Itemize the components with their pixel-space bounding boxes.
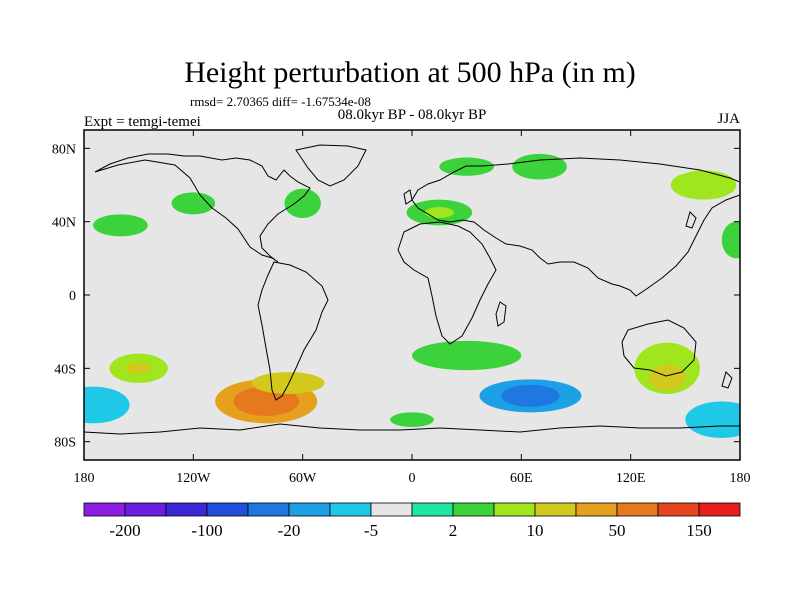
colorbar: -200 -100 -20 -5 2 10 50 150 bbox=[83, 502, 741, 540]
contour-region-18 bbox=[484, 177, 558, 211]
x-tick-label-1: 120W bbox=[176, 471, 211, 486]
contour-region-21 bbox=[670, 170, 737, 200]
contour-region-2 bbox=[249, 394, 283, 409]
contour-region-29 bbox=[648, 364, 686, 391]
y-axis: 80N 40N 0 40S 80S bbox=[52, 142, 740, 451]
contour-region-9 bbox=[284, 188, 321, 218]
contour-region-5 bbox=[125, 362, 152, 374]
stats-label: rmsd= 2.70365 diff= -1.67534e-08 bbox=[190, 94, 371, 109]
contour-region-24 bbox=[412, 340, 522, 371]
season-label: JJA bbox=[717, 111, 740, 127]
coastline-madagascar bbox=[495, 301, 507, 327]
contour-region-31 bbox=[390, 412, 434, 427]
coastline-greenland bbox=[295, 144, 367, 187]
colorbar-swatch-12 bbox=[575, 502, 618, 517]
colorbar-swatch-8 bbox=[411, 502, 454, 517]
coastline-new-zealand bbox=[721, 371, 733, 389]
contour-region-27 bbox=[501, 384, 560, 407]
colorbar-swatch-10 bbox=[493, 502, 536, 517]
contour-region-19 bbox=[512, 153, 567, 180]
map-area bbox=[83, 129, 741, 461]
contour-region-20 bbox=[639, 196, 731, 229]
colorbar-swatch-2 bbox=[165, 502, 208, 517]
y-tick-label-2: 0 bbox=[69, 289, 76, 304]
x-tick-label-4: 60E bbox=[510, 471, 533, 486]
colorbar-swatch-5 bbox=[288, 502, 331, 517]
coastline-japan bbox=[685, 211, 697, 229]
colorbar-swatch-1 bbox=[124, 502, 167, 517]
chart-title: Height perturbation at 500 hPa (in m) bbox=[184, 56, 636, 89]
contour-fill-layer bbox=[84, 153, 740, 451]
colorbar-label-6: 50 bbox=[609, 521, 626, 540]
y-tick-label-1: 40N bbox=[52, 216, 76, 231]
colorbar-swatch-11 bbox=[534, 502, 577, 517]
contour-region-11 bbox=[93, 214, 148, 237]
colorbar-label-2: -20 bbox=[278, 521, 301, 540]
colorbar-swatch-15 bbox=[698, 502, 741, 517]
contour-region-23 bbox=[721, 221, 740, 259]
coastline-africa bbox=[397, 221, 497, 345]
coastline-antarctica bbox=[84, 423, 740, 435]
contour-region-15 bbox=[424, 207, 454, 218]
contour-region-8 bbox=[160, 337, 190, 356]
colorbar-label-0: -200 bbox=[109, 521, 140, 540]
contour-region-32 bbox=[120, 432, 212, 451]
x-tick-label-5: 120E bbox=[616, 471, 646, 486]
colorbar-label-5: 10 bbox=[527, 521, 544, 540]
colorbar-swatch-4 bbox=[247, 502, 290, 517]
contour-region-22 bbox=[639, 157, 695, 176]
colorbar-label-4: 2 bbox=[449, 521, 458, 540]
x-tick-label-2: 60W bbox=[289, 471, 317, 486]
coastline-uk bbox=[403, 189, 413, 205]
contour-region-12 bbox=[93, 168, 148, 202]
colorbar-swatch-13 bbox=[616, 502, 659, 517]
contour-region-17 bbox=[455, 243, 478, 255]
coastline-south-america bbox=[257, 261, 329, 401]
y-tick-label-0: 80N bbox=[52, 142, 76, 157]
chart-subtitle: 08.0kyr BP - 08.0kyr BP bbox=[338, 107, 487, 123]
coastline-north-america bbox=[94, 153, 311, 263]
coastline-layer bbox=[84, 144, 740, 435]
contour-region-3 bbox=[251, 372, 325, 394]
colorbar-label-1: -100 bbox=[191, 521, 222, 540]
x-tick-label-3: 0 bbox=[409, 471, 416, 486]
contour-region-33 bbox=[716, 335, 740, 365]
y-tick-label-3: 40S bbox=[54, 362, 76, 377]
colorbar-swatch-3 bbox=[206, 502, 249, 517]
x-tick-label-0: 180 bbox=[74, 471, 95, 486]
y-tick-label-4: 80S bbox=[54, 436, 76, 451]
colorbar-swatch-6 bbox=[329, 502, 372, 517]
experiment-label: Expt = temgi-temei bbox=[84, 114, 201, 130]
colorbar-swatch-7 bbox=[370, 502, 413, 517]
x-tick-label-6: 180 bbox=[730, 471, 751, 486]
colorbar-swatch-0 bbox=[83, 502, 126, 517]
coastline-australia bbox=[621, 319, 697, 377]
colorbar-swatch-14 bbox=[657, 502, 700, 517]
contour-region-16 bbox=[439, 157, 494, 176]
map-background bbox=[84, 130, 740, 460]
contour-region-6 bbox=[84, 386, 130, 424]
contour-region-30 bbox=[685, 401, 740, 438]
colorbar-label-7: 150 bbox=[686, 521, 712, 540]
x-axis: 180 120W 60W 0 60E 120E 180 bbox=[74, 130, 751, 486]
contour-region-10 bbox=[171, 192, 216, 215]
contour-region-13 bbox=[217, 157, 261, 195]
colorbar-label-3: -5 bbox=[364, 521, 378, 540]
coastline-eurasia bbox=[411, 157, 740, 297]
colorbar-swatch-9 bbox=[452, 502, 495, 517]
